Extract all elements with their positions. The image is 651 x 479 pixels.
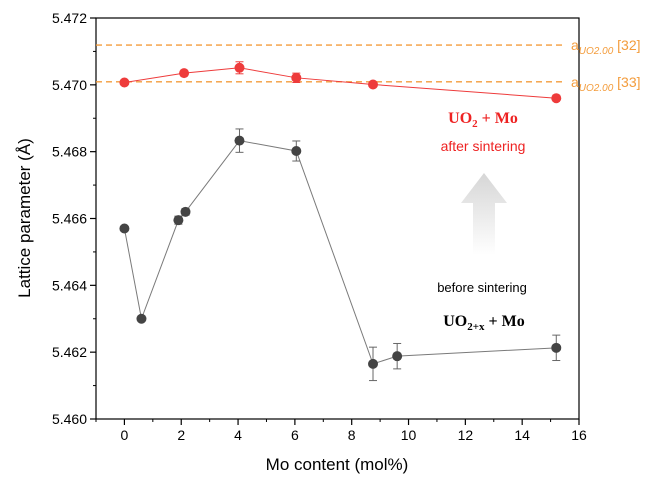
after-sintering-line [124,67,557,99]
after-sintering-point [291,72,302,83]
reference-label-sub: UO2.00 [579,46,614,57]
x-tick-label: 8 [348,427,356,443]
y-tick-label: 5.464 [52,277,87,293]
x-tick-label: 6 [291,427,299,443]
reference-label-sub: UO2.00 [579,83,614,94]
y-tick-label: 5.466 [52,211,87,227]
after-formula-rest: + Mo [478,110,518,127]
before-formula-main: UO [443,313,467,330]
after-formula-main: UO [448,110,472,127]
reference-label-main: a [571,74,579,90]
x-tick-label: 4 [234,427,242,443]
x-tick-label: 12 [458,427,474,443]
after-sintering-point [234,62,245,73]
before-sintering-point [291,145,302,156]
series-layer [119,61,562,382]
x-tick-label: 2 [177,427,185,443]
y-tick-label: 5.472 [52,10,87,26]
before-formula-sub: 2+x [467,321,485,333]
before-sintering-point [119,223,130,234]
after-sintering-point [119,77,130,88]
after-sintering-point [368,79,379,90]
y-tick-label: 5.462 [52,344,87,360]
before-formula: UO2+x + Mo [443,313,525,333]
reference-line-label: aUO2.00 [32] [571,37,641,57]
y-tick-label: 5.470 [52,77,87,93]
x-tick-label: 16 [571,427,587,443]
before-sintering-point [136,313,147,324]
sintering-arrow [461,173,507,255]
before-sintering-point [368,358,379,369]
y-axis-label: Lattice parameter (Å) [15,138,34,298]
before-sintering-point [180,206,191,217]
x-axis-label: Mo content (mol%) [266,455,409,474]
after-formula-sub: 2 [472,118,478,130]
before-sintering-point [173,215,184,226]
before-sintering-point [551,342,562,353]
y-tick-label: 5.468 [52,144,87,160]
x-tick-label: 0 [121,427,129,443]
reference-label-ref: [33] [613,74,640,90]
reference-lines: aUO2.00 [32]aUO2.00 [33] [96,37,641,94]
after-sintering-label: after sintering [441,138,526,154]
plot-frame [95,17,580,420]
reference-label-main: a [571,37,579,53]
x-tick-label: 10 [401,427,417,443]
x-axis-ticks: 0 2 4 6 8 10 12 14 16 [95,419,587,443]
reference-line-label: aUO2.00 [33] [571,74,641,94]
before-sintering-label: before sintering [437,280,527,295]
y-tick-label: 5.460 [52,411,87,427]
before-sintering-point [392,351,403,362]
after-sintering-point [179,68,190,79]
before-sintering-point [234,135,245,146]
reference-label-ref: [32] [613,37,640,53]
x-tick-label: 14 [514,427,530,443]
after-formula: UO2 + Mo [448,110,518,130]
after-sintering-point [551,93,562,104]
before-formula-rest: + Mo [485,313,525,330]
y-axis-ticks: 5.460 5.462 5.464 5.466 5.468 5.470 5.472 [52,10,96,427]
